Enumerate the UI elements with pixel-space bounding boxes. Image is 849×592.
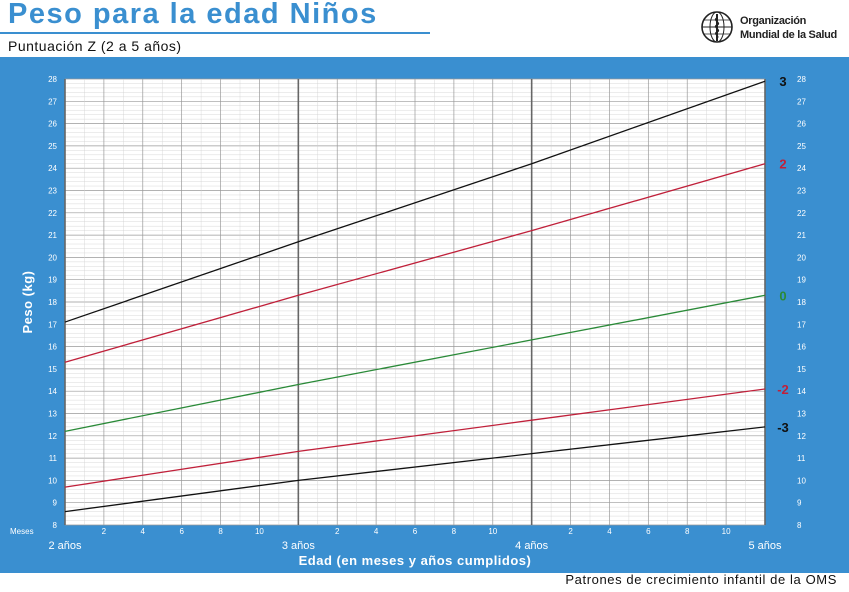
x-year-label: 2 años [48, 540, 82, 552]
y-tick-label-right: 21 [797, 231, 806, 240]
y-tick-label-right: 25 [797, 142, 806, 151]
y-tick-label-left: 15 [48, 365, 57, 374]
org-name-line1: Organización [740, 15, 807, 27]
y-tick-label-left: 8 [53, 521, 58, 530]
x-year-label: 4 años [515, 540, 549, 552]
y-tick-label-left: 12 [48, 432, 57, 441]
y-tick-label-right: 20 [797, 253, 806, 262]
x-tick-label: 6 [413, 527, 418, 536]
chart-title: Peso para la edad Niños [8, 0, 378, 30]
series-line [64, 426, 766, 513]
chart-subtitle: Puntuación Z (2 a 5 años) [8, 38, 182, 54]
y-tick-label-right: 16 [797, 343, 806, 352]
growth-chart: 8 8 9 9 10 10 11 11 12 12 13 13 14 14 15 15 16 16 17 17 18 18… [10, 74, 806, 568]
series-label: -2 [777, 382, 789, 397]
y-tick-label-right: 26 [797, 120, 806, 129]
y-tick-label-right: 23 [797, 187, 806, 196]
y-tick-label-right: 22 [797, 209, 806, 218]
y-tick-label-left: 23 [48, 187, 57, 196]
y-axis-title: Peso (kg) [20, 270, 35, 333]
y-tick-label-right: 8 [797, 521, 802, 530]
y-tick-label-left: 21 [48, 231, 57, 240]
footer-source: Patrones de crecimiento infantil de la O… [565, 572, 837, 587]
y-tick-label-right: 11 [797, 454, 806, 463]
y-tick-label-right: 18 [797, 298, 806, 307]
x-tick-label: 4 [607, 527, 612, 536]
x-tick-label: 10 [488, 527, 497, 536]
x-tick-label: 10 [255, 527, 264, 536]
y-tick-label-right: 10 [797, 476, 806, 485]
title-underline [0, 32, 430, 34]
x-year-label: 3 años [282, 540, 316, 552]
series-label: 3 [779, 74, 786, 89]
chart-panel: 8 8 9 9 10 10 11 11 12 12 13 13 14 14 15 15 16 16 17 17 18 18… [0, 57, 849, 573]
x-tick-label: 2 [102, 527, 107, 536]
grid-lines [64, 78, 766, 526]
y-tick-label-right: 12 [797, 432, 806, 441]
x-tick-label: 10 [722, 527, 731, 536]
org-name-line2: Mundial de la Salud [740, 29, 837, 41]
y-tick-label-right: 13 [797, 410, 806, 419]
y-tick-label-right: 19 [797, 276, 806, 285]
y-tick-label-left: 20 [48, 253, 57, 262]
series-line [64, 294, 766, 432]
x-tick-label: 8 [452, 527, 457, 536]
y-tick-label-right: 14 [797, 387, 806, 396]
y-tick-label-left: 22 [48, 209, 57, 218]
y-tick-label-left: 28 [48, 75, 57, 84]
y-tick-label-left: 24 [48, 164, 57, 173]
series-line [64, 163, 766, 363]
y-tick-label-left: 9 [53, 499, 58, 508]
series-line [64, 80, 766, 323]
y-tick-label-left: 16 [48, 343, 57, 352]
y-tick-label-right: 24 [797, 164, 806, 173]
y-tick-label-right: 17 [797, 320, 806, 329]
y-tick-label-left: 11 [49, 454, 58, 463]
series-label: 0 [779, 288, 786, 303]
series-label: -3 [777, 420, 789, 435]
x-tick-label: 4 [141, 527, 146, 536]
y-tick-label-left: 26 [48, 120, 57, 129]
who-emblem-icon [701, 11, 733, 43]
y-tick-label-right: 9 [797, 499, 802, 508]
y-tick-label-right: 27 [797, 97, 806, 106]
y-tick-label-left: 27 [48, 97, 57, 106]
x-tick-label: 8 [685, 527, 690, 536]
y-tick-label-left: 18 [48, 298, 57, 307]
y-tick-label-right: 28 [797, 75, 806, 84]
x-year-label: 5 años [748, 540, 782, 552]
y-tick-label-right: 15 [797, 365, 806, 374]
series-line [64, 388, 766, 488]
y-tick-label-left: 10 [48, 476, 57, 485]
who-logo: Organización Mundial de la Salud [700, 10, 840, 46]
x-tick-label: 2 [335, 527, 340, 536]
x-tick-label: 8 [218, 527, 223, 536]
y-tick-label-left: 14 [48, 387, 57, 396]
y-tick-label-left: 17 [48, 320, 57, 329]
y-tick-label-left: 25 [48, 142, 57, 151]
x-unit-label: Meses [10, 527, 34, 536]
x-tick-label: 2 [568, 527, 573, 536]
x-tick-label: 6 [179, 527, 184, 536]
x-tick-label: 4 [374, 527, 379, 536]
x-tick-label: 6 [646, 527, 651, 536]
x-axis-title: Edad (en meses y años cumplidos) [299, 553, 532, 568]
y-tick-label-left: 13 [48, 410, 57, 419]
y-tick-label-left: 19 [48, 276, 57, 285]
series-label: 2 [779, 157, 786, 172]
